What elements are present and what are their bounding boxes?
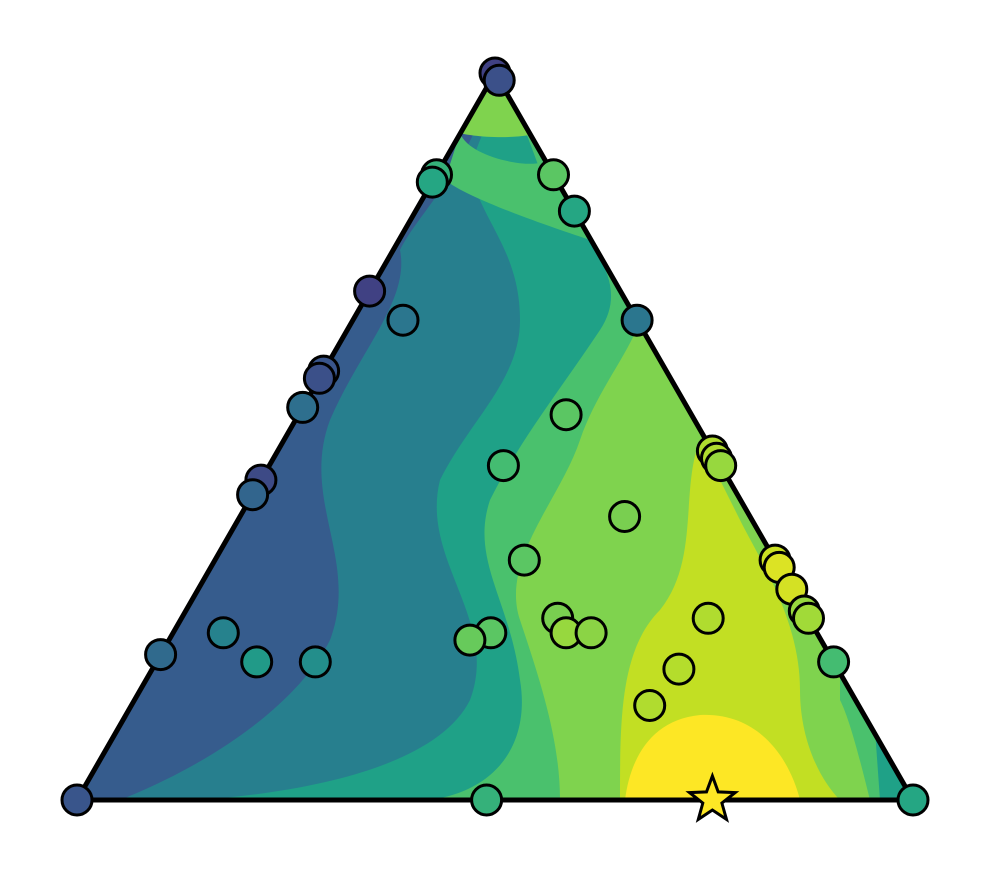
data-point: [482, 63, 516, 97]
data-point: [608, 500, 642, 533]
data-point: [453, 623, 487, 657]
contour-band: [620, 440, 840, 800]
data-point: [386, 303, 420, 337]
data-point: [144, 638, 178, 672]
contour-band: [445, 133, 590, 240]
data-point: [286, 390, 320, 424]
data-point: [236, 478, 270, 512]
data-point: [896, 783, 930, 817]
data-point: [817, 645, 851, 679]
optimum-marker: [685, 771, 740, 823]
data-point: [704, 449, 738, 483]
data-point: [60, 783, 94, 817]
contour-band: [625, 714, 800, 800]
data-point: [549, 398, 583, 432]
data-point: [620, 303, 654, 337]
data-point: [298, 645, 332, 679]
data-point: [415, 165, 449, 199]
data-point: [574, 616, 608, 650]
data-point: [691, 601, 725, 635]
data-point: [486, 449, 520, 483]
data-point: [206, 616, 240, 650]
data-point: [240, 645, 274, 679]
contour-band: [460, 73, 530, 138]
data-point: [302, 361, 336, 395]
data-point: [633, 689, 667, 722]
data-point: [792, 601, 825, 635]
data-points: [60, 56, 930, 817]
data-point: [507, 543, 541, 577]
data-point: [537, 158, 570, 192]
data-point: [662, 652, 696, 686]
data-point: [353, 274, 387, 308]
optimum-star-marker: [685, 771, 740, 823]
data-point: [470, 783, 504, 817]
data-point: [557, 194, 591, 228]
